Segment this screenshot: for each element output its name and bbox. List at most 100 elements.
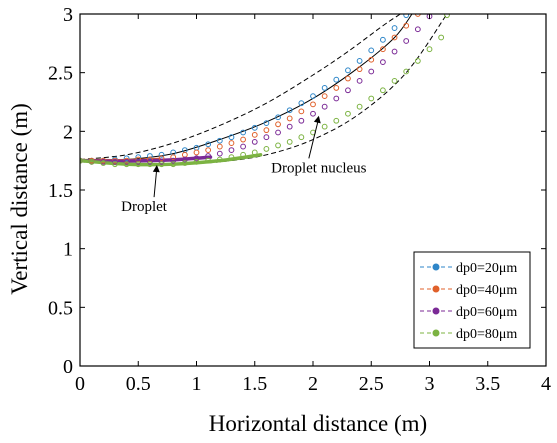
data-point	[263, 146, 270, 152]
data-point	[147, 153, 153, 159]
x-tick-label: 1	[192, 373, 202, 395]
data-point	[263, 134, 270, 141]
data-point	[286, 115, 293, 122]
data-point	[298, 108, 305, 115]
data-point	[216, 143, 223, 150]
data-point	[403, 14, 410, 19]
data-point	[321, 93, 328, 100]
x-tick-label: 0.5	[126, 373, 151, 395]
data-point	[286, 123, 293, 130]
x-tick-label: 2.5	[359, 373, 384, 395]
data-point	[158, 155, 165, 162]
data-point	[170, 154, 177, 161]
x-tick-label: 1.5	[242, 373, 267, 395]
data-point	[240, 136, 247, 143]
data-point	[298, 134, 305, 141]
data-point	[403, 22, 410, 29]
x-tick-label: 2	[308, 373, 318, 395]
data-point	[205, 147, 212, 154]
data-point	[414, 26, 421, 33]
data-point	[391, 77, 398, 84]
legend: dp0=20μm dp0=40μm dp0=60μm dp0=80μm	[413, 251, 531, 349]
data-point	[275, 121, 281, 128]
data-point	[391, 34, 398, 41]
envelope-curve-1	[80, 14, 401, 160]
plot-layer: Droplet Droplet nucleus	[80, 14, 450, 215]
data-point	[356, 77, 363, 84]
data-point	[333, 76, 340, 83]
data-point	[123, 155, 130, 162]
data-point	[240, 151, 247, 158]
x-tick-label: 0	[75, 373, 85, 395]
annotation-label-1: Droplet	[121, 199, 168, 215]
x-tick-label: 3	[425, 373, 435, 395]
data-point	[263, 120, 270, 127]
y-tick-label: 2	[63, 121, 73, 143]
legend-label: dp0=40μm	[456, 283, 517, 298]
data-point	[275, 129, 281, 136]
data-point	[158, 151, 165, 158]
data-point	[170, 157, 177, 164]
envelope-curve-3	[80, 14, 448, 165]
data-point	[310, 93, 316, 100]
data-point	[345, 75, 351, 82]
legend-marker	[432, 307, 440, 315]
series-4	[80, 14, 450, 168]
data-point	[240, 129, 247, 136]
data-point	[228, 154, 235, 161]
x-tick-label: 3.5	[475, 373, 500, 395]
legend-marker	[432, 285, 440, 293]
data-point	[444, 14, 450, 19]
data-point	[205, 141, 212, 148]
data-point	[356, 58, 363, 64]
data-point	[380, 46, 386, 53]
data-point	[391, 25, 398, 31]
data-point	[298, 100, 305, 107]
y-tick-label: 3	[63, 4, 73, 26]
data-point	[240, 143, 247, 150]
x-tick-label: 4	[541, 373, 551, 395]
data-point	[123, 161, 130, 168]
data-point	[88, 158, 95, 165]
data-point	[263, 127, 270, 134]
data-point	[403, 68, 410, 75]
data-point	[438, 34, 445, 41]
y-tick-label: 0	[63, 356, 73, 378]
data-point	[228, 147, 235, 154]
data-point	[321, 103, 328, 110]
x-axis-title: Horizontal distance (m)	[209, 411, 427, 436]
data-point	[310, 101, 316, 108]
data-point	[275, 114, 281, 121]
axes-layer: 0 0.5 1 1.5 2 2.5 3 3.5 4 0 0.5 1 1.5 2 2.5 3	[48, 4, 551, 395]
data-point	[228, 134, 235, 141]
data-point	[147, 161, 153, 168]
data-point	[403, 38, 410, 44]
data-point	[228, 140, 235, 146]
data-point	[251, 124, 258, 131]
data-point	[345, 110, 351, 117]
data-point	[193, 149, 200, 156]
data-point	[216, 156, 223, 163]
data-point	[368, 47, 375, 54]
data-point	[286, 107, 293, 114]
data-point	[251, 149, 258, 156]
data-point	[181, 156, 188, 163]
y-tick-label: 1	[63, 239, 73, 261]
data-point	[170, 161, 177, 168]
y-tick-label: 2.5	[48, 63, 73, 85]
legend-label: dp0=20μm	[456, 261, 517, 276]
data-point	[112, 161, 118, 168]
legend-marker	[432, 263, 440, 271]
data-point	[181, 160, 188, 166]
data-point	[135, 161, 142, 168]
annotation-arrowhead-2	[313, 115, 321, 124]
data-point	[356, 66, 363, 73]
data-point	[158, 161, 165, 168]
data-point	[345, 87, 351, 94]
series-3	[80, 14, 433, 165]
data-point	[380, 87, 386, 94]
plot-area	[80, 14, 450, 168]
data-point	[414, 58, 421, 64]
data-point	[298, 117, 305, 124]
